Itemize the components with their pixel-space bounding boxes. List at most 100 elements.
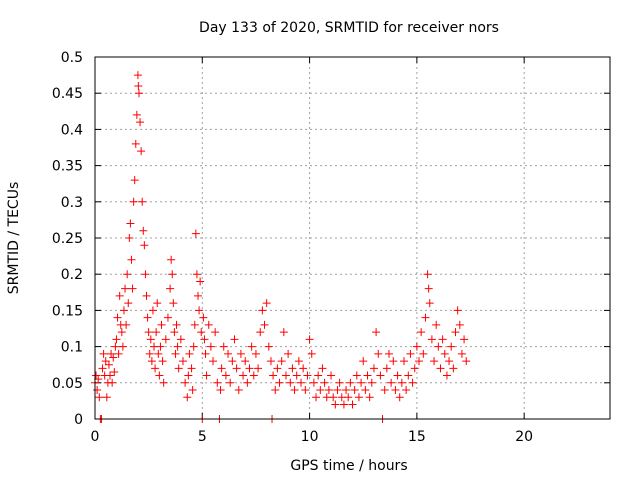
data-point: [395, 393, 404, 402]
data-point: [294, 357, 303, 366]
data-point: [303, 371, 312, 380]
data-point: [425, 299, 434, 308]
data-point: [449, 364, 458, 373]
data-point: [432, 320, 441, 329]
data-point: [217, 364, 226, 373]
data-point: [187, 364, 196, 373]
data-point: [209, 357, 218, 366]
data-point: [324, 386, 333, 395]
y-axis-label: SRMTID / TECUs: [6, 182, 22, 295]
data-point: [457, 349, 466, 358]
data-point: [397, 378, 406, 387]
data-point: [98, 364, 107, 373]
data-point: [251, 349, 260, 358]
data-point: [365, 393, 374, 402]
data-point: [130, 176, 139, 185]
data-point: [114, 349, 123, 358]
data-point: [266, 357, 275, 366]
data-point: [167, 255, 176, 264]
data-point: [451, 328, 460, 337]
data-point: [309, 378, 318, 387]
data-point: [161, 335, 170, 344]
data-point: [104, 360, 113, 369]
data-point: [369, 364, 378, 373]
y-tick-label: 0.25: [52, 231, 83, 247]
data-point: [391, 386, 400, 395]
y-tick-label: 0: [74, 412, 83, 428]
data-point: [363, 371, 372, 380]
data-point: [412, 342, 421, 351]
data-point: [275, 378, 284, 387]
data-point: [320, 378, 329, 387]
y-tick-label: 0.05: [52, 376, 83, 392]
data-point: [297, 378, 305, 387]
data-point: [342, 386, 351, 395]
data-point: [329, 393, 338, 402]
data-point: [134, 81, 143, 90]
data-point: [211, 328, 220, 337]
data-point: [155, 371, 164, 380]
data-point: [228, 357, 237, 366]
data-point: [230, 335, 239, 344]
data-point: [380, 386, 389, 395]
data-point: [170, 328, 179, 337]
data-point: [447, 342, 456, 351]
data-point: [174, 364, 183, 373]
data-point: [197, 328, 206, 337]
data-point: [273, 364, 282, 373]
data-point: [121, 284, 130, 293]
data-point: [141, 270, 150, 279]
data-point: [316, 386, 325, 395]
data-point: [442, 371, 451, 380]
data-point: [152, 328, 161, 337]
data-point: [241, 357, 250, 366]
data-point: [190, 320, 199, 329]
data-point: [142, 291, 151, 300]
data-point: [245, 364, 254, 373]
y-tick-label: 0.4: [61, 122, 83, 138]
data-point: [427, 335, 436, 344]
data-point: [249, 371, 258, 380]
data-point: [216, 386, 225, 395]
data-point: [292, 371, 301, 380]
data-point: [148, 306, 157, 315]
data-point: [93, 386, 102, 395]
data-point: [112, 335, 121, 344]
data-point: [333, 386, 342, 395]
data-point: [331, 400, 340, 409]
data-point: [393, 371, 402, 380]
data-point: [305, 335, 314, 344]
data-point: [284, 349, 293, 358]
data-point: [126, 219, 135, 228]
data-point: [384, 349, 393, 358]
data-point: [168, 270, 177, 279]
data-point: [423, 270, 432, 279]
data-point: [346, 378, 355, 387]
data-point: [109, 353, 118, 362]
data-point: [299, 364, 308, 373]
data-point: [176, 335, 185, 344]
data-point: [279, 328, 288, 337]
x-tick-label: 20: [515, 429, 533, 445]
data-point: [115, 291, 124, 300]
data-point: [234, 386, 243, 395]
data-point: [239, 371, 248, 380]
data-point: [188, 386, 197, 395]
data-point: [145, 349, 154, 358]
data-point: [169, 299, 178, 308]
y-tick-label: 0.3: [61, 195, 83, 211]
data-point: [219, 342, 228, 351]
plot-frame: [94, 56, 611, 420]
y-tick-label: 0.35: [52, 159, 83, 175]
data-point: [133, 71, 142, 80]
x-tick-label: 10: [301, 429, 319, 445]
data-point: [374, 349, 383, 358]
data-point: [157, 320, 166, 329]
data-point: [113, 313, 122, 322]
data-point: [153, 299, 162, 308]
data-point: [335, 378, 344, 387]
data-point: [94, 375, 103, 384]
data-point: [154, 349, 163, 358]
data-point: [262, 299, 271, 308]
